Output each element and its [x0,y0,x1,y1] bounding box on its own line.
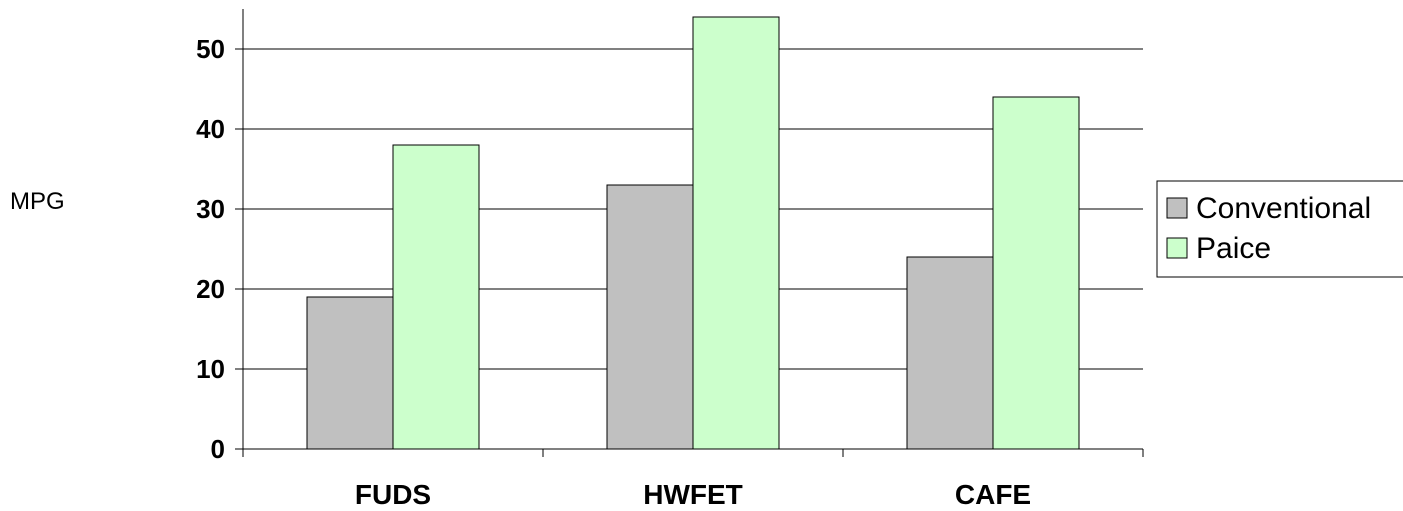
y-tick-label: 40 [196,114,225,144]
bar-conventional-fuds [306,296,394,450]
x-category-label: HWFET [643,479,743,510]
axes [235,9,1144,457]
category-labels: FUDS HWFET CAFE [355,479,1031,510]
legend-swatch [1166,197,1188,219]
y-tick-label: 20 [196,274,225,304]
bar-paice-hwfet [692,16,780,450]
legend-entry: Conventional [1196,192,1371,225]
y-tick-label: 0 [211,434,225,464]
x-category-label: FUDS [355,479,431,510]
y-tick-label: 10 [196,354,225,384]
legend-entry: Paice [1196,232,1271,265]
bars [306,16,1080,450]
y-tick-label: 30 [196,194,225,224]
bar-paice-fuds [392,144,480,450]
y-tick-label: 50 [196,34,225,64]
x-category-label: CAFE [955,479,1031,510]
y-axis-label: MPG [10,188,65,215]
bar-conventional-hwfet [606,184,694,450]
legend-swatch [1166,237,1188,259]
bar-conventional-cafe [906,256,994,450]
bar-paice-cafe [992,96,1080,450]
y-tick-labels: 0 10 20 30 40 50 [196,34,225,464]
legend-box [1156,180,1403,278]
legend: Conventional Paice [1156,180,1403,278]
